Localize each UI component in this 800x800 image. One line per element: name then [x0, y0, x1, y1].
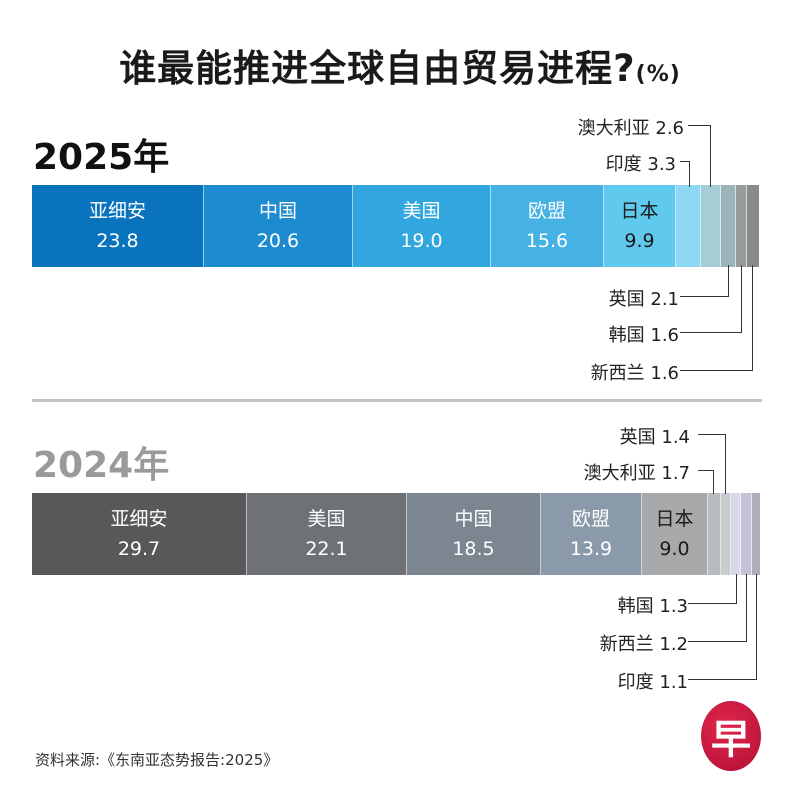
year-label-2025: 2025年	[33, 137, 170, 178]
leader-line	[713, 470, 714, 494]
year-label-2024: 2024年	[33, 445, 170, 486]
bar-segment	[747, 185, 759, 267]
bar-segment: 日本 9.0	[642, 493, 708, 575]
segment-value: 15.6	[525, 230, 569, 252]
bar-segment	[741, 493, 752, 575]
bar-segment: 欧盟 13.9	[541, 493, 642, 575]
leader-line	[710, 125, 711, 187]
segment-label: 亚细安	[88, 200, 146, 222]
chart-title-text: 谁最能推进全球自由贸易进程?	[119, 47, 636, 90]
callout-india-2025: 印度 3.3	[605, 154, 676, 175]
bar-segment	[752, 493, 760, 575]
segment-label: 欧盟	[571, 508, 610, 530]
bar-segment	[731, 493, 741, 575]
bar-segment	[701, 185, 721, 267]
source-note: 资料来源:《东南亚态势报告:2025》	[35, 751, 279, 769]
zaobao-logo-icon: 早	[701, 701, 761, 771]
leader-line	[689, 161, 690, 187]
segment-label: 中国	[258, 200, 297, 222]
leader-line	[680, 332, 742, 333]
leader-line	[728, 265, 729, 297]
segment-value: 9.9	[624, 230, 655, 252]
segment-label: 美国	[307, 508, 346, 530]
segment-label: 日本	[620, 200, 659, 222]
bar-segment: 亚细安 29.7	[32, 493, 247, 575]
bar-segment: 亚细安 23.8	[32, 185, 204, 267]
leader-line	[688, 603, 736, 604]
stacked-bar-2024: 亚细安 29.7 美国 22.1 中国 18.5 欧盟 13.9 日本 9.0	[32, 493, 760, 575]
segment-label: 欧盟	[527, 200, 566, 222]
segment-label: 中国	[454, 508, 493, 530]
leader-line	[725, 434, 726, 494]
leader-line	[698, 434, 725, 435]
leader-line	[752, 265, 753, 371]
stacked-bar-2025: 亚细安 23.8 中国 20.6 美国 19.0 欧盟 15.6 日本 9.9	[32, 185, 759, 267]
callout-nz-2025: 新西兰 1.6	[590, 363, 679, 384]
leader-line	[688, 641, 746, 642]
section-divider	[32, 399, 762, 402]
segment-label: 亚细安	[110, 508, 168, 530]
bar-segment: 美国 19.0	[353, 185, 491, 267]
bar-segment: 日本 9.9	[604, 185, 676, 267]
logo-char: 早	[711, 717, 751, 763]
leader-line	[688, 125, 710, 126]
leader-line	[756, 574, 757, 680]
segment-label: 日本	[655, 508, 694, 530]
leader-line	[680, 296, 729, 297]
bar-segment: 中国 18.5	[407, 493, 541, 575]
segment-value: 19.0	[400, 230, 443, 252]
callout-australia-2025: 澳大利亚 2.6	[577, 118, 684, 139]
leader-line	[698, 470, 713, 471]
callout-korea-2024: 韩国 1.3	[617, 596, 688, 617]
chart-title: 谁最能推进全球自由贸易进程?(%)	[0, 38, 800, 92]
bar-segment	[721, 493, 731, 575]
bar-segment: 中国 20.6	[204, 185, 353, 267]
leader-line	[736, 574, 737, 604]
leader-line	[688, 679, 757, 680]
segment-value: 22.1	[305, 538, 348, 560]
callout-india-2024: 印度 1.1	[617, 672, 688, 693]
unit-label: (%)	[635, 62, 681, 87]
callout-nz-2024: 新西兰 1.2	[599, 634, 688, 655]
segment-value: 23.8	[96, 230, 139, 252]
leader-line	[680, 161, 689, 162]
bar-segment: 欧盟 15.6	[491, 185, 604, 267]
segment-value: 29.7	[117, 538, 161, 560]
bar-segment	[736, 185, 747, 267]
segment-value: 9.0	[659, 538, 690, 560]
leader-line	[746, 574, 747, 642]
leader-line	[741, 265, 742, 333]
bar-segment	[708, 493, 721, 575]
segment-value: 18.5	[452, 538, 495, 560]
bar-segment: 美国 22.1	[247, 493, 407, 575]
callout-uk-2024: 英国 1.4	[619, 427, 690, 448]
segment-label: 美国	[402, 200, 441, 222]
segment-value: 20.6	[256, 230, 300, 252]
callout-korea-2025: 韩国 1.6	[608, 325, 679, 346]
bar-segment	[676, 185, 701, 267]
leader-line	[680, 370, 753, 371]
bar-segment	[721, 185, 736, 267]
callout-uk-2025: 英国 2.1	[608, 289, 679, 310]
segment-value: 13.9	[569, 538, 613, 560]
callout-australia-2024: 澳大利亚 1.7	[583, 463, 690, 484]
